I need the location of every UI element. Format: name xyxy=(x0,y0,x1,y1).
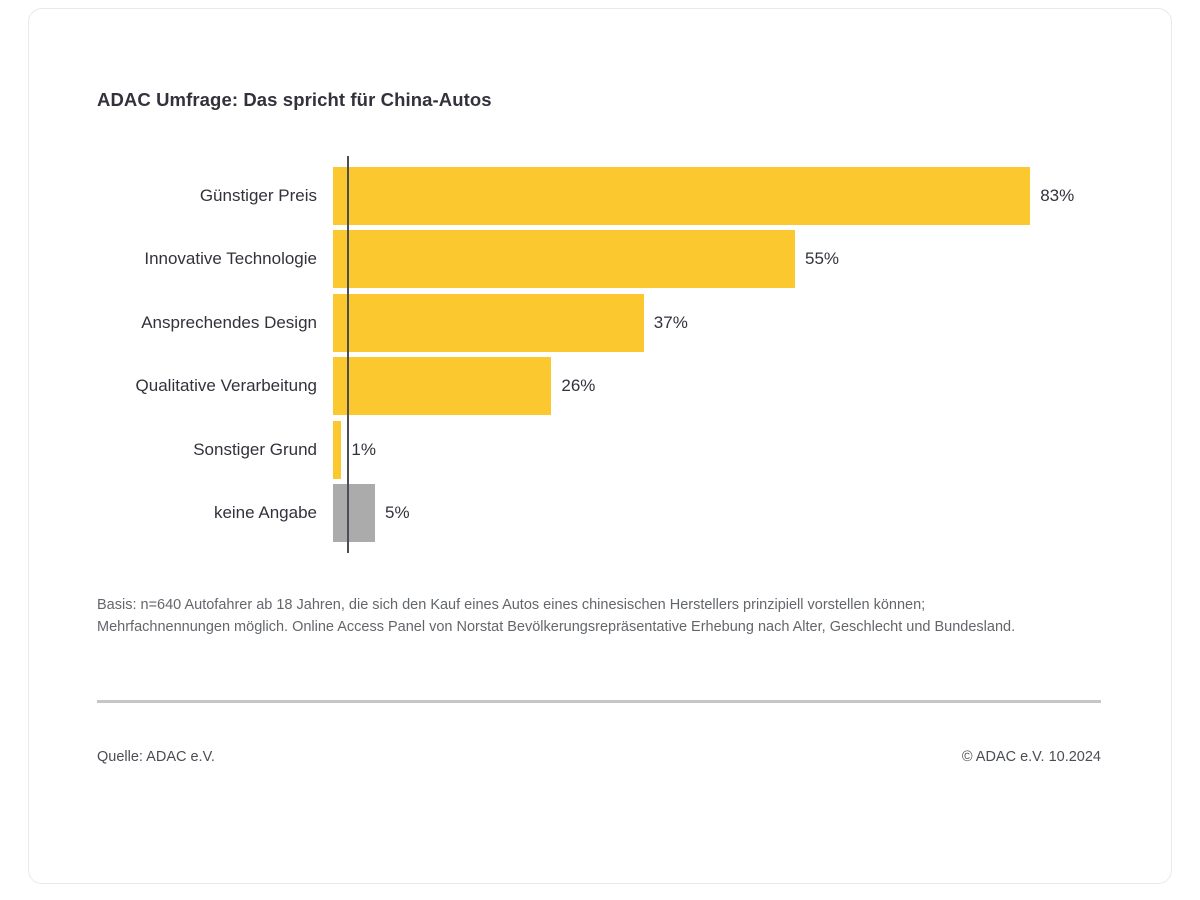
separator-line xyxy=(97,700,1101,703)
bar xyxy=(333,230,795,289)
bar-area: 1% xyxy=(333,420,1127,479)
value-label: 55% xyxy=(805,249,840,269)
category-label: Qualitative Verarbeitung xyxy=(135,376,317,396)
chart-row: keine Angabe 5% xyxy=(97,482,1127,546)
bar xyxy=(333,357,552,416)
value-label: 37% xyxy=(653,312,688,332)
value-label: 1% xyxy=(351,439,376,459)
value-label: 5% xyxy=(385,503,410,523)
bar xyxy=(333,293,644,352)
category-label: Innovative Technologie xyxy=(144,249,317,269)
source-text: Quelle: ADAC e.V. xyxy=(97,749,215,765)
value-label: 83% xyxy=(1040,185,1075,205)
chart-rows: Günstiger Preis 83% Innovative Technologie… xyxy=(97,156,1127,553)
footer: Quelle: ADAC e.V. © ADAC e.V. 10.2024 xyxy=(97,749,1101,765)
y-axis-line xyxy=(347,156,349,553)
chart-row: Sonstiger Grund 1% xyxy=(97,418,1127,482)
bar-area: 37% xyxy=(333,293,1127,352)
bar xyxy=(333,484,375,543)
category-label: Sonstiger Grund xyxy=(193,439,317,459)
chart-row: Qualitative Verarbeitung 26% xyxy=(97,355,1127,419)
bar xyxy=(333,166,1031,225)
bar-chart: Günstiger Preis 83% Innovative Technologie… xyxy=(97,156,1127,553)
chart-row: Innovative Technologie 55% xyxy=(97,228,1127,292)
bar-area: 26% xyxy=(333,357,1127,416)
value-label: 26% xyxy=(561,376,596,396)
category-label: Günstiger Preis xyxy=(199,185,317,205)
category-label: Ansprechendes Design xyxy=(141,312,317,332)
chart-card: ADAC Umfrage: Das spricht für China-Auto… xyxy=(28,8,1172,884)
bar-area: 5% xyxy=(333,484,1127,543)
chart-title: ADAC Umfrage: Das spricht für China-Auto… xyxy=(97,89,492,110)
bar-area: 55% xyxy=(333,230,1127,289)
bar-area: 83% xyxy=(333,166,1127,225)
copyright-text: © ADAC e.V. 10.2024 xyxy=(961,749,1101,765)
chart-row: Ansprechendes Design 37% xyxy=(97,291,1127,355)
bar xyxy=(333,420,342,479)
basis-note: Basis: n=640 Autofahrer ab 18 Jahren, di… xyxy=(97,597,1016,635)
category-label: keine Angabe xyxy=(213,503,317,523)
chart-row: Günstiger Preis 83% xyxy=(97,164,1127,228)
